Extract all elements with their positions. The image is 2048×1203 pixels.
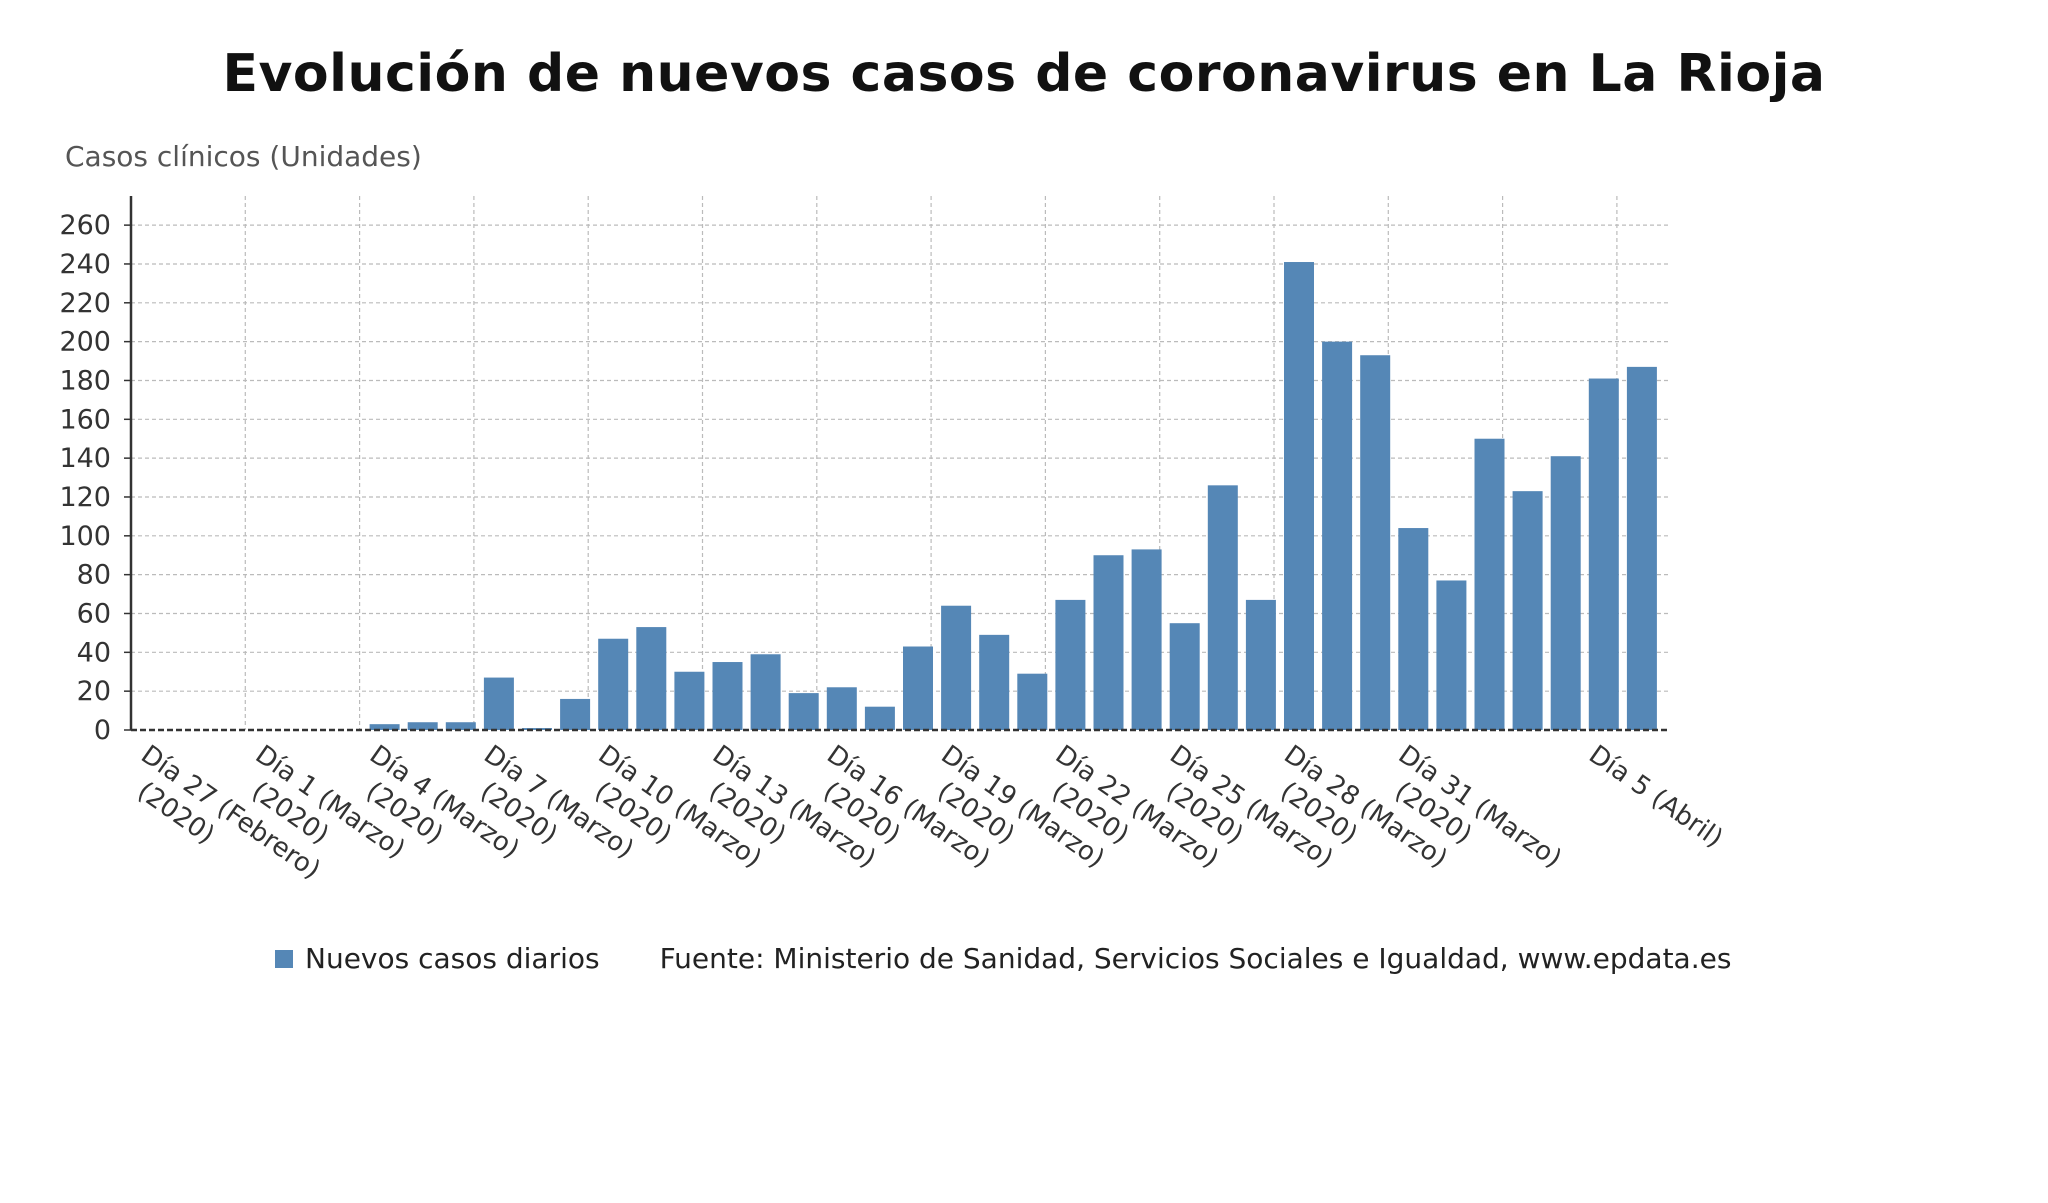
y-tick-label: 100 bbox=[59, 521, 111, 552]
chart-title: Evolución de nuevos casos de coronavirus… bbox=[222, 44, 1826, 104]
bar bbox=[560, 698, 591, 730]
bar bbox=[1512, 491, 1543, 730]
bar bbox=[674, 671, 705, 730]
bar bbox=[483, 677, 514, 730]
y-tick-label: 180 bbox=[59, 365, 111, 396]
bar bbox=[1398, 528, 1429, 730]
bar bbox=[1055, 599, 1086, 730]
bar bbox=[1550, 456, 1581, 730]
y-tick-label: 60 bbox=[77, 598, 111, 629]
bar bbox=[1207, 485, 1238, 730]
x-tick-label-line1: Día 5 (Abril) bbox=[1583, 740, 1728, 854]
y-tick-label: 160 bbox=[59, 404, 111, 435]
bar bbox=[941, 605, 972, 730]
bar bbox=[1626, 366, 1657, 730]
x-tick-label: Día 5 (Abril) bbox=[1583, 740, 1728, 854]
y-tick-label: 260 bbox=[59, 210, 111, 241]
y-tick-label: 140 bbox=[59, 443, 111, 474]
bar bbox=[750, 654, 781, 730]
y-tick-label: 0 bbox=[94, 715, 111, 746]
bar bbox=[369, 724, 400, 730]
bar bbox=[1284, 262, 1314, 730]
y-tick-label: 220 bbox=[59, 288, 111, 319]
legend-series-label: Nuevos casos diarios bbox=[305, 942, 600, 975]
source-text: Fuente: Ministerio de Sanidad, Servicios… bbox=[659, 942, 1732, 975]
bar bbox=[1588, 378, 1619, 730]
bar bbox=[1474, 438, 1505, 730]
y-tick-label: 120 bbox=[59, 482, 111, 513]
bar bbox=[1436, 580, 1467, 730]
bar bbox=[1017, 673, 1048, 730]
x-tick-labels: Día 27 (Febrero)(2020) Día 1 (Marzo)(2020… bbox=[132, 740, 1728, 886]
bar bbox=[1093, 555, 1124, 730]
bar bbox=[598, 638, 629, 730]
bar bbox=[1169, 623, 1200, 730]
bar bbox=[1322, 341, 1353, 730]
legend-swatch bbox=[275, 949, 293, 968]
y-tick-label: 20 bbox=[77, 676, 111, 707]
bar bbox=[864, 706, 895, 730]
bar-chart: 0 20 40 60 80 100 120 140 160 180 200 220 240 260 Día… bbox=[59, 196, 1728, 886]
bar bbox=[903, 646, 933, 730]
y-tick-label: 240 bbox=[59, 249, 111, 280]
axes bbox=[124, 196, 1668, 732]
bar bbox=[1245, 599, 1276, 730]
y-tick-label: 200 bbox=[59, 327, 111, 358]
bar bbox=[1131, 549, 1162, 730]
bar bbox=[1360, 355, 1391, 730]
bar bbox=[979, 634, 1010, 730]
y-tick-label: 80 bbox=[77, 560, 111, 591]
bar bbox=[788, 693, 819, 730]
bars bbox=[369, 262, 1657, 730]
y-tick-label: 40 bbox=[77, 637, 111, 668]
y-axis-label: Casos clínicos (Unidades) bbox=[65, 140, 422, 173]
bar bbox=[407, 722, 438, 730]
bar bbox=[445, 722, 476, 730]
bar bbox=[826, 687, 857, 730]
bar bbox=[712, 662, 743, 730]
y-tick-labels: 0 20 40 60 80 100 120 140 160 180 200 220 240 260 bbox=[59, 210, 111, 746]
legend: Nuevos casos diarios Fuente: Ministerio … bbox=[275, 942, 1731, 975]
bar bbox=[636, 627, 667, 730]
